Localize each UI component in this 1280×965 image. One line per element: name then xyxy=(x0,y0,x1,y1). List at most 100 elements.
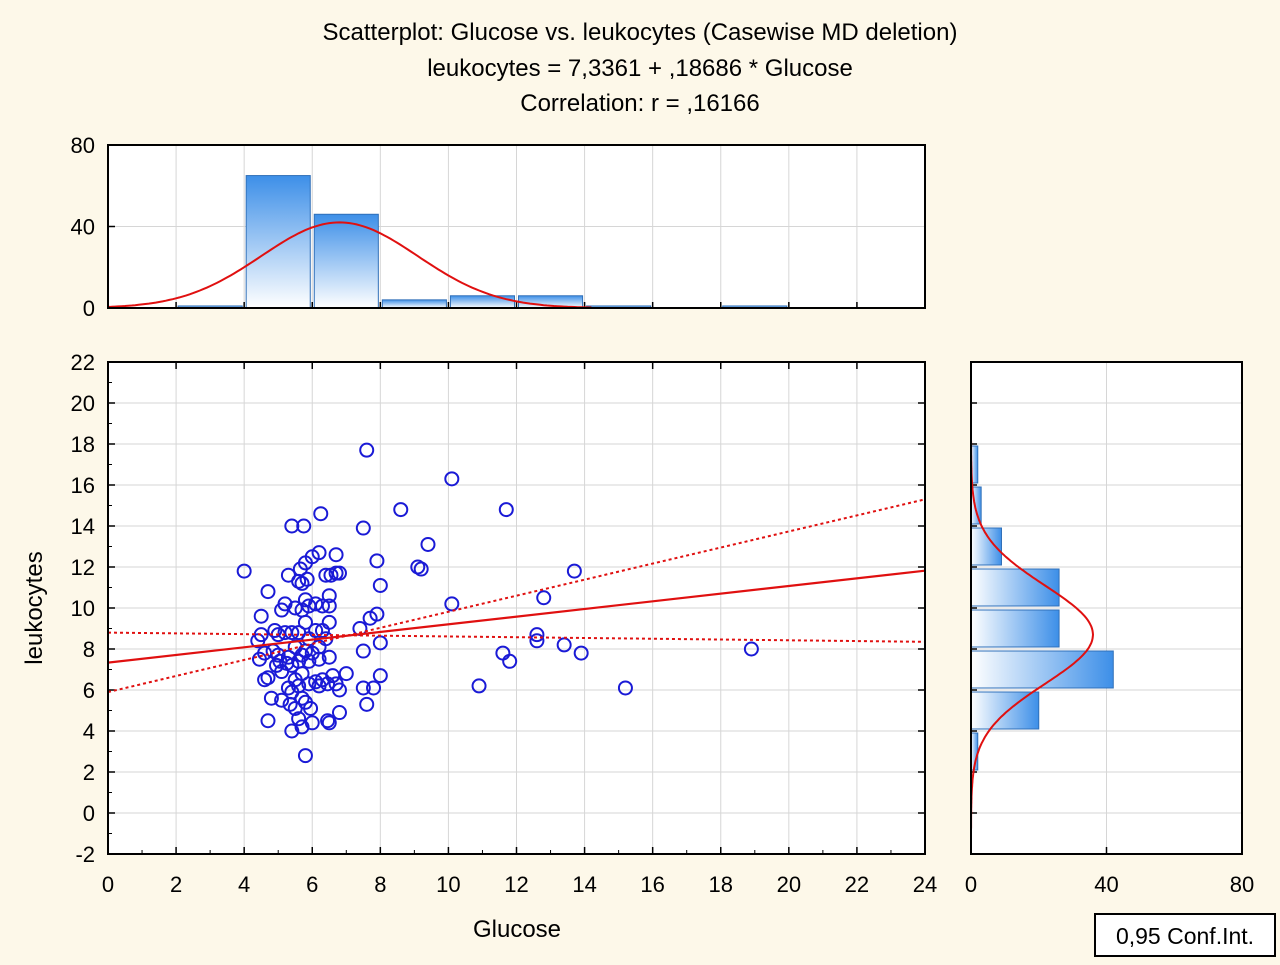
data-point xyxy=(313,506,329,522)
y-tick-label: 16 xyxy=(71,473,95,498)
histogram-bar xyxy=(381,299,447,309)
data-point xyxy=(502,653,518,669)
x-tick-label: 0 xyxy=(102,872,114,897)
data-point xyxy=(331,682,347,698)
data-point xyxy=(294,666,310,682)
top-histogram: 0 40 80 xyxy=(71,133,926,321)
data-point xyxy=(301,676,317,692)
y-tick-label: 22 xyxy=(71,350,95,375)
data-point xyxy=(308,623,324,639)
top-y-tick-label: 80 xyxy=(71,133,95,158)
data-point xyxy=(284,518,300,534)
data-point xyxy=(393,502,409,518)
y-tick-label: 20 xyxy=(71,391,95,416)
data-point xyxy=(369,553,385,569)
data-point xyxy=(331,565,347,581)
data-point xyxy=(321,649,337,665)
right-histogram: 0 40 80 xyxy=(965,361,1254,897)
y-tick-label: 12 xyxy=(71,555,95,580)
data-point xyxy=(263,690,279,706)
y-tick-label: 2 xyxy=(83,760,95,785)
histogram-bar xyxy=(245,175,311,309)
data-point xyxy=(743,641,759,657)
top-y-tick-label: 40 xyxy=(71,215,95,240)
right-x-tick-label: 40 xyxy=(1094,872,1118,897)
data-point xyxy=(471,678,487,694)
data-point xyxy=(444,596,460,612)
regression-line xyxy=(107,569,926,664)
data-point xyxy=(260,713,276,729)
histogram-bar xyxy=(449,295,515,309)
data-point xyxy=(566,563,582,579)
data-point xyxy=(253,608,269,624)
data-point xyxy=(529,627,545,643)
data-point xyxy=(366,680,382,696)
data-point xyxy=(328,547,344,563)
data-point xyxy=(304,715,320,731)
x-tick-label: 10 xyxy=(436,872,460,897)
data-point xyxy=(536,590,552,606)
data-point xyxy=(297,748,313,764)
y-tick-label: 18 xyxy=(71,432,95,457)
data-point xyxy=(320,676,336,692)
data-point xyxy=(314,598,330,614)
x-tick-label: 14 xyxy=(572,872,596,897)
data-point xyxy=(573,645,589,661)
conf-band-upper xyxy=(107,498,926,694)
y-tick-label: 6 xyxy=(83,678,95,703)
data-point xyxy=(260,584,276,600)
top-plot-frame xyxy=(107,144,926,309)
data-point xyxy=(321,715,337,731)
data-point xyxy=(359,696,375,712)
normal-fit-curve-top xyxy=(107,221,592,309)
normal-fit-curve-right xyxy=(970,425,1095,854)
data-point xyxy=(444,471,460,487)
x-tick-label: 16 xyxy=(640,872,664,897)
data-point xyxy=(299,571,315,587)
x-tick-label: 20 xyxy=(777,872,801,897)
data-point xyxy=(355,643,371,659)
data-point xyxy=(236,563,252,579)
data-point xyxy=(291,711,307,727)
right-plot-frame xyxy=(970,361,1243,855)
data-point xyxy=(311,545,327,561)
data-point xyxy=(274,692,290,708)
y-tick-label: 8 xyxy=(83,637,95,662)
plot-frame xyxy=(107,361,926,855)
x-tick-label: 2 xyxy=(170,872,182,897)
x-axis-label: Glucose xyxy=(473,916,561,943)
data-point xyxy=(320,713,336,729)
histogram-bar xyxy=(970,568,1060,607)
x-tick-label: 4 xyxy=(238,872,250,897)
correlation-text: Correlation: r = ,16166 xyxy=(520,90,759,117)
data-point xyxy=(529,633,545,649)
data-point xyxy=(369,606,385,622)
data-point xyxy=(372,668,388,684)
data-point xyxy=(321,614,337,630)
legend-box: 0,95 Conf.Int. xyxy=(1094,913,1276,957)
top-y-tick-label: 0 xyxy=(83,296,95,321)
x-tick-label: 18 xyxy=(709,872,733,897)
legend-frame xyxy=(1094,913,1276,957)
data-point xyxy=(359,442,375,458)
data-point xyxy=(338,666,354,682)
data-point xyxy=(301,653,317,669)
y-tick-label: 10 xyxy=(71,596,95,621)
scatter-plot: 0 2 4 6 8 10 12 14 16 18 20 22 24-202468101214161820… xyxy=(71,350,938,897)
data-point xyxy=(294,690,310,706)
data-point xyxy=(311,651,327,667)
histogram-bar xyxy=(970,691,1040,730)
right-x-tick-label: 0 xyxy=(965,872,977,897)
data-point xyxy=(267,623,283,639)
data-point xyxy=(297,614,313,630)
histogram-bar xyxy=(970,609,1060,648)
data-point xyxy=(331,705,347,721)
right-x-tick-label: 80 xyxy=(1230,872,1254,897)
conf-band-lower xyxy=(107,631,926,643)
data-point xyxy=(321,588,337,604)
x-tick-label: 8 xyxy=(374,872,386,897)
y-axis-label: leukocytes xyxy=(21,551,48,664)
data-point xyxy=(355,680,371,696)
